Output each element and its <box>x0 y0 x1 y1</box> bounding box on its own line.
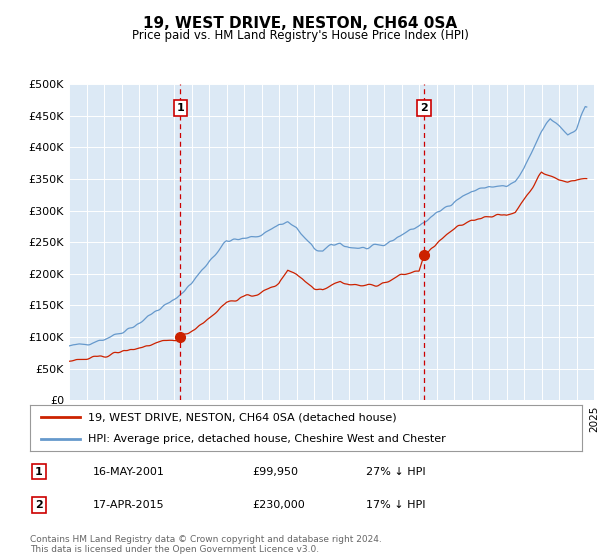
Text: 17% ↓ HPI: 17% ↓ HPI <box>366 500 425 510</box>
Text: 1: 1 <box>176 103 184 113</box>
Text: 2: 2 <box>35 500 43 510</box>
Text: 1: 1 <box>35 466 43 477</box>
Text: 19, WEST DRIVE, NESTON, CH64 0SA (detached house): 19, WEST DRIVE, NESTON, CH64 0SA (detach… <box>88 412 397 422</box>
Text: £230,000: £230,000 <box>252 500 305 510</box>
Text: Contains HM Land Registry data © Crown copyright and database right 2024.
This d: Contains HM Land Registry data © Crown c… <box>30 535 382 554</box>
Text: HPI: Average price, detached house, Cheshire West and Chester: HPI: Average price, detached house, Ches… <box>88 435 446 444</box>
Text: 27% ↓ HPI: 27% ↓ HPI <box>366 466 425 477</box>
Text: £99,950: £99,950 <box>252 466 298 477</box>
Text: 16-MAY-2001: 16-MAY-2001 <box>93 466 165 477</box>
Text: 17-APR-2015: 17-APR-2015 <box>93 500 164 510</box>
Text: 19, WEST DRIVE, NESTON, CH64 0SA: 19, WEST DRIVE, NESTON, CH64 0SA <box>143 16 457 31</box>
Text: Price paid vs. HM Land Registry's House Price Index (HPI): Price paid vs. HM Land Registry's House … <box>131 29 469 42</box>
Text: 2: 2 <box>420 103 428 113</box>
